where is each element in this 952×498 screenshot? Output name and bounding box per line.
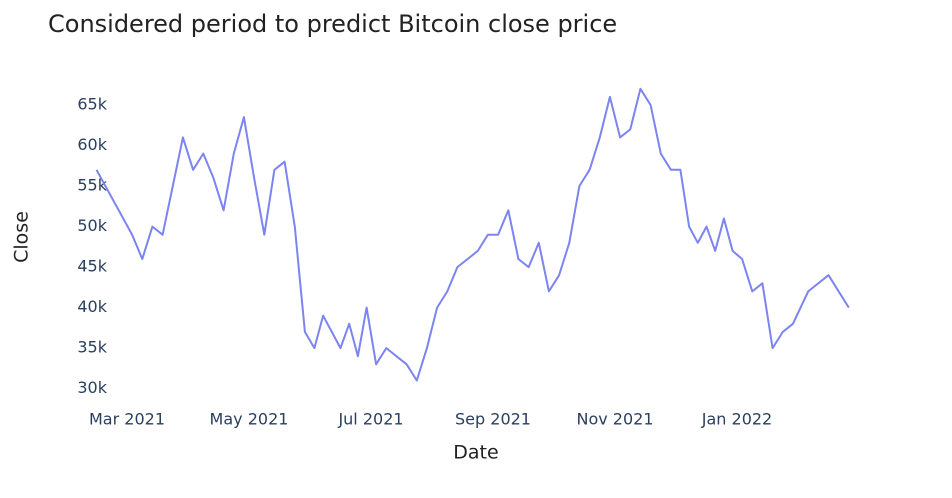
x-tick-label: Jan 2022: [701, 410, 772, 429]
y-tick-label: 45k: [77, 257, 107, 276]
y-tick-label: 40k: [77, 297, 107, 316]
y-tick-label: 60k: [77, 135, 107, 154]
price-line: [95, 87, 850, 382]
chart-title: Considered period to predict Bitcoin clo…: [48, 10, 617, 38]
x-tick-label: May 2021: [210, 410, 289, 429]
x-tick-label: Nov 2021: [576, 410, 653, 429]
y-tick-label: 55k: [77, 176, 107, 195]
y-tick-label: 65k: [77, 94, 107, 113]
y-tick-label: 30k: [77, 378, 107, 397]
y-axis-title: Close: [11, 211, 33, 263]
x-axis-title: Date: [453, 442, 498, 464]
x-tick-label: Mar 2021: [89, 410, 165, 429]
x-tick-label: Jul 2021: [337, 410, 403, 429]
y-tick-label: 35k: [77, 338, 107, 357]
y-tick-label: 50k: [77, 216, 107, 235]
x-tick-label: Sep 2021: [455, 410, 531, 429]
